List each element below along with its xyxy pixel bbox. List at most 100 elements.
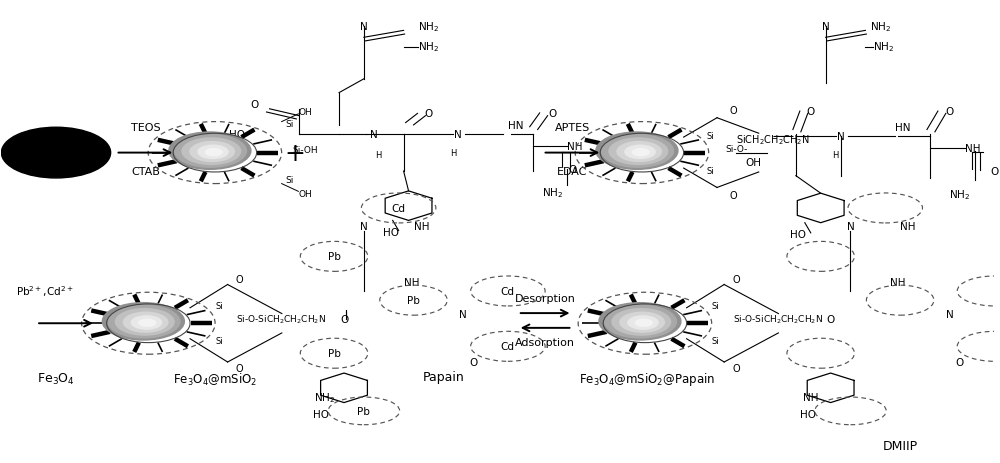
Text: Pb: Pb: [407, 295, 420, 306]
Text: +: +: [284, 141, 305, 165]
Text: SiCH$_2$CH$_2$CH$_2$N: SiCH$_2$CH$_2$CH$_2$N: [736, 132, 810, 146]
Ellipse shape: [138, 319, 156, 327]
Text: EDAC: EDAC: [557, 167, 588, 177]
Text: O: O: [956, 358, 964, 368]
Text: NH: NH: [803, 392, 819, 402]
Text: Si-O-SiCH$_2$CH$_2$CH$_2$N: Si-O-SiCH$_2$CH$_2$CH$_2$N: [236, 313, 326, 325]
Text: Cd: Cd: [501, 286, 515, 296]
Text: O: O: [236, 274, 244, 284]
Text: Fe$_3$O$_4$@mSiO$_2$: Fe$_3$O$_4$@mSiO$_2$: [173, 371, 257, 387]
Text: NH: NH: [414, 222, 429, 232]
Text: O: O: [733, 363, 740, 373]
Text: O: O: [548, 109, 557, 119]
Text: HO: HO: [229, 130, 245, 140]
Ellipse shape: [611, 308, 671, 336]
Text: Desorption: Desorption: [515, 293, 576, 303]
Text: Si: Si: [286, 120, 294, 129]
Text: NH: NH: [900, 222, 916, 232]
Ellipse shape: [595, 132, 679, 171]
Ellipse shape: [115, 308, 175, 336]
Ellipse shape: [174, 135, 247, 169]
Text: N: N: [459, 309, 467, 319]
Text: N: N: [360, 222, 368, 232]
Text: O: O: [469, 358, 477, 368]
Text: HN: HN: [508, 121, 523, 131]
Text: N: N: [847, 222, 854, 232]
Text: N: N: [946, 309, 954, 319]
Ellipse shape: [619, 312, 665, 333]
Text: NH$_2$: NH$_2$: [870, 20, 891, 34]
Ellipse shape: [107, 305, 181, 339]
Text: Si: Si: [215, 302, 223, 311]
Text: O: O: [236, 363, 244, 373]
Ellipse shape: [102, 302, 185, 341]
Text: N: N: [360, 22, 368, 31]
Text: NH$_2$: NH$_2$: [873, 41, 894, 54]
Circle shape: [1, 128, 111, 179]
Text: OH: OH: [298, 189, 312, 198]
Text: O: O: [424, 109, 433, 119]
Text: Pb: Pb: [357, 406, 370, 416]
Text: N: N: [837, 132, 844, 142]
Text: Si: Si: [215, 337, 223, 345]
Text: NH$_2$: NH$_2$: [542, 186, 563, 199]
Text: H: H: [450, 149, 456, 158]
Text: Pb: Pb: [328, 252, 341, 262]
Ellipse shape: [197, 145, 229, 160]
Text: O: O: [733, 274, 740, 284]
Text: O: O: [568, 164, 577, 175]
Text: Cd: Cd: [501, 342, 515, 351]
Text: Cd: Cd: [392, 204, 406, 213]
Text: O: O: [730, 191, 737, 201]
Text: APTES: APTES: [555, 123, 590, 133]
Text: NH: NH: [404, 277, 419, 287]
Text: O: O: [251, 100, 259, 110]
Ellipse shape: [598, 302, 682, 341]
Text: O: O: [340, 314, 348, 324]
Text: CTAB: CTAB: [131, 167, 160, 177]
Text: Adsorption: Adsorption: [515, 337, 575, 347]
Text: Si: Si: [712, 302, 719, 311]
Text: HO: HO: [790, 230, 806, 240]
Text: NH$_2$: NH$_2$: [418, 20, 440, 34]
Text: OH: OH: [745, 157, 761, 168]
Ellipse shape: [601, 135, 674, 169]
Text: O: O: [946, 107, 954, 117]
Text: HO: HO: [800, 409, 816, 419]
Ellipse shape: [131, 315, 162, 330]
Text: Si-O-: Si-O-: [725, 145, 748, 154]
Text: HN: HN: [895, 123, 911, 133]
Text: O: O: [827, 314, 835, 324]
Text: HO: HO: [383, 227, 399, 238]
Text: Si-OH: Si-OH: [292, 146, 318, 155]
Ellipse shape: [616, 142, 662, 163]
Text: Fe$_3$O$_4$@mSiO$_2$@Papain: Fe$_3$O$_4$@mSiO$_2$@Papain: [579, 370, 715, 387]
Text: H: H: [376, 151, 382, 160]
Ellipse shape: [624, 145, 656, 160]
Ellipse shape: [181, 138, 241, 166]
Ellipse shape: [123, 312, 169, 333]
Text: OH: OH: [298, 108, 312, 117]
Text: Si: Si: [707, 131, 714, 140]
Text: Pb$^{2+}$,Cd$^{2+}$: Pb$^{2+}$,Cd$^{2+}$: [16, 284, 74, 299]
Ellipse shape: [632, 149, 650, 157]
Text: HO: HO: [313, 409, 329, 419]
Text: Pb: Pb: [328, 349, 341, 358]
Text: Si: Si: [707, 166, 714, 175]
Text: N: N: [454, 130, 462, 140]
Text: Si: Si: [712, 337, 719, 345]
Text: NH: NH: [890, 277, 906, 287]
Text: N: N: [822, 22, 830, 31]
Text: Si-O-SiCH$_2$CH$_2$CH$_2$N: Si-O-SiCH$_2$CH$_2$CH$_2$N: [733, 313, 823, 325]
Ellipse shape: [635, 319, 653, 327]
Ellipse shape: [627, 315, 659, 330]
Text: NH$_2$: NH$_2$: [314, 390, 335, 404]
Text: Si: Si: [286, 176, 294, 185]
Text: O: O: [807, 107, 815, 117]
Ellipse shape: [604, 305, 677, 339]
Text: NH: NH: [567, 141, 583, 151]
Text: DMIIP: DMIIP: [883, 439, 918, 452]
Text: NH: NH: [965, 144, 980, 154]
Ellipse shape: [168, 132, 252, 171]
Ellipse shape: [608, 138, 668, 166]
